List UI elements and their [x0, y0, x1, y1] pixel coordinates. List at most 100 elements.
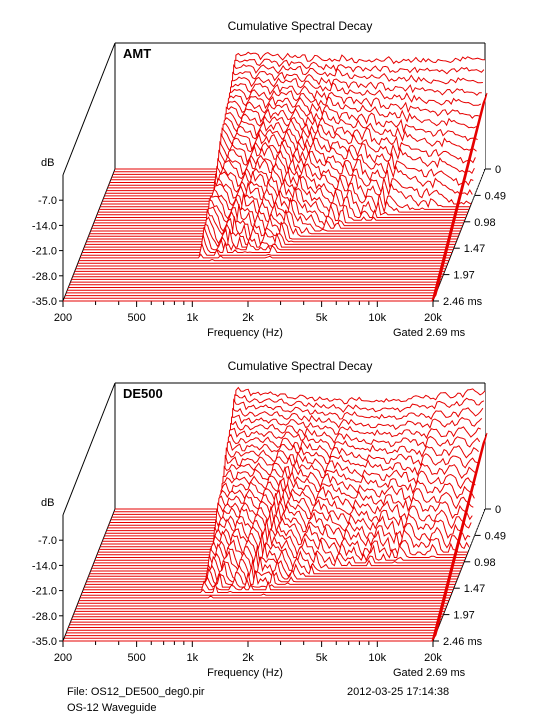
decay-slice-fill	[89, 196, 460, 234]
decay-slice	[85, 216, 456, 246]
decay-slice	[95, 506, 466, 559]
decay-slice	[83, 226, 454, 252]
decay-slice	[112, 398, 484, 515]
waterfall-chart-amt: Cumulative Spectral Decay AMT dB -7.0 -14.0 -…	[32, 19, 506, 339]
decay-slice	[87, 206, 458, 240]
y-tick-label: -21.0	[32, 246, 57, 258]
decay-slice	[115, 386, 486, 510]
y-tick-label: -7.0	[38, 535, 57, 547]
floor-right-edge	[432, 168, 486, 302]
decay-slice-fill	[85, 217, 456, 245]
waterfall-traces	[63, 386, 488, 642]
y-tick-label: -21.0	[32, 586, 57, 598]
decay-slice	[90, 188, 461, 232]
waterfall-traces	[63, 51, 488, 302]
decay-slice	[106, 100, 477, 192]
time-tick-label: 1.97	[453, 270, 474, 282]
x-tick-label: 500	[127, 652, 145, 664]
decay-slice	[99, 487, 470, 550]
x-tick-label: 2k	[242, 312, 254, 324]
decay-slice	[97, 153, 467, 217]
x-tick-label: 1k	[186, 312, 198, 324]
decay-slice	[108, 88, 479, 186]
y-axis-label: dB	[41, 157, 54, 169]
decay-slice	[86, 562, 457, 584]
chart-panel-amt: Cumulative Spectral Decay AMT dB -7.0 -14.0 -…	[0, 0, 538, 340]
decay-slice	[98, 149, 468, 214]
decay-slice	[88, 199, 459, 237]
x-tick-label: 10k	[368, 652, 386, 664]
decay-slice	[109, 420, 481, 523]
x-axis-label: Frequency (Hz)	[207, 667, 283, 679]
floor-right-edge	[432, 508, 486, 642]
decay-slice	[82, 581, 453, 593]
file-name: File: OS12_DE500_deg0.pir	[67, 686, 205, 698]
decay-slice	[110, 414, 482, 521]
time-tick-label: 2.46 ms	[443, 636, 483, 648]
decay-slice	[101, 127, 472, 205]
decay-slice	[85, 567, 456, 586]
x-tick-label: 20k	[424, 312, 442, 324]
x-tick-label: 5k	[316, 312, 328, 324]
x-axis-label: Frequency (Hz)	[207, 327, 283, 339]
y-axis-label: dB	[41, 497, 54, 509]
decay-slice	[111, 70, 482, 178]
decay-slice	[84, 223, 455, 249]
time-tick-label: 1.47	[464, 583, 485, 595]
decay-slice	[102, 123, 473, 202]
side-wall-top-edge	[62, 382, 116, 516]
footer: File: OS12_DE500_deg0.pir 2012-03-25 17:…	[0, 683, 538, 725]
decay-slice	[113, 58, 485, 173]
y-tick-label: -14.0	[32, 560, 57, 572]
time-tick-label: 0.98	[474, 217, 495, 229]
waterfall-chart-de500: Cumulative Spectral Decay DE500 dB -7.0 -14.…	[32, 359, 506, 679]
time-tick-label: 1.47	[464, 243, 485, 255]
side-wall-bottom-edge	[62, 508, 116, 642]
y-tick-label: -28.0	[32, 271, 57, 283]
time-tick-label: 0.49	[485, 530, 506, 542]
decay-slice	[108, 427, 479, 526]
decay-slice	[88, 549, 459, 578]
y-tick-label: -7.0	[38, 195, 57, 207]
x-tick-label: 20k	[424, 652, 442, 664]
decay-slice	[110, 76, 482, 181]
decay-slice	[112, 63, 483, 175]
chart-title: Cumulative Spectral Decay	[228, 19, 373, 33]
decay-edge-ribbon	[431, 432, 488, 642]
decay-slice	[80, 595, 450, 599]
decay-slice	[100, 132, 471, 209]
time-tick-label: 2.46 ms	[443, 296, 483, 308]
decay-slice	[103, 117, 474, 200]
decay-slice	[102, 466, 473, 542]
decay-slice	[107, 94, 478, 189]
decay-slice	[80, 253, 450, 259]
decay-slice-fill	[83, 581, 454, 590]
decay-slice-fill	[90, 539, 461, 571]
decay-edge-ribbon	[431, 92, 488, 302]
y-tick-label: -14.0	[32, 220, 57, 232]
time-tick-label: 0	[495, 504, 501, 516]
chart-title: Cumulative Spectral Decay	[228, 359, 373, 373]
x-tick-label: 500	[127, 312, 145, 324]
decay-slice	[82, 234, 453, 254]
decay-slice	[105, 106, 476, 194]
decay-slice	[91, 530, 462, 569]
time-tick-label: 1.97	[453, 610, 474, 622]
decay-slice	[104, 454, 475, 537]
x-tick-label: 10k	[368, 312, 386, 324]
decay-slice	[98, 493, 468, 553]
decay-slice	[86, 209, 457, 243]
decay-slice	[81, 593, 451, 596]
x-tick-label: 1k	[186, 652, 198, 664]
time-tick-label: 0	[495, 164, 501, 176]
chart-panel-de500: Cumulative Spectral Decay DE500 dB -7.0 -14.…	[0, 340, 538, 680]
gated-label: Gated 2.69 ms	[393, 327, 466, 339]
y-tick-label: -35.0	[32, 296, 57, 308]
decay-slice	[90, 538, 461, 572]
decay-slice	[115, 51, 485, 170]
decay-slice	[106, 440, 477, 532]
gated-label: Gated 2.69 ms	[393, 667, 466, 679]
decay-slice	[113, 394, 485, 513]
decay-slice-fill	[86, 210, 457, 242]
decay-slice	[89, 543, 460, 575]
